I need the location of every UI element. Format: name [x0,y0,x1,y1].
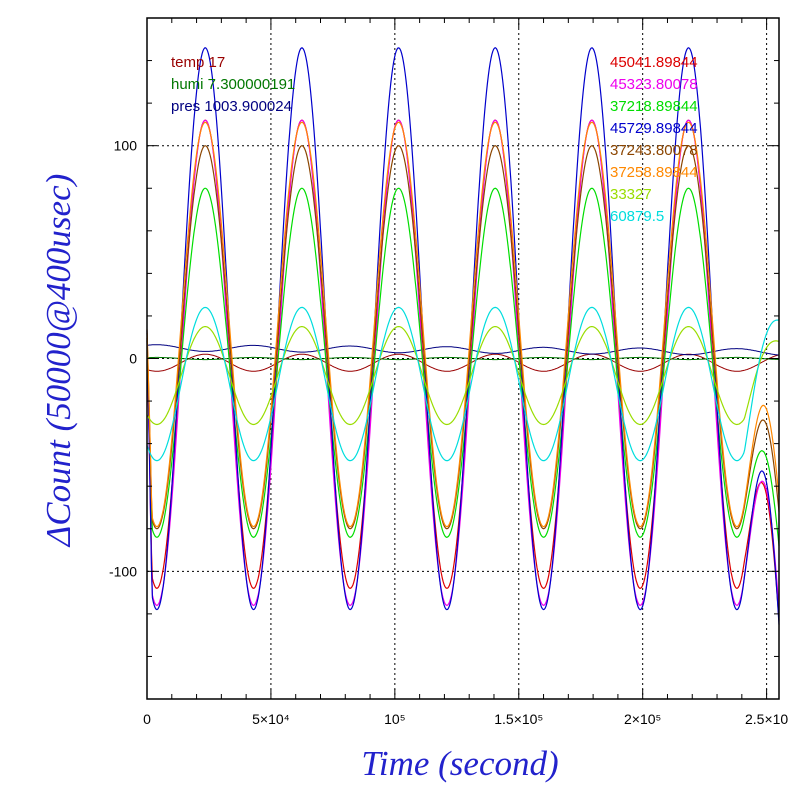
series-line-pres [146,344,780,356]
legend-layer: temp 17 humi 7.300000191 pres 1003.900024 4… [171,54,698,225]
x-tick-label: 2×10⁵ [624,711,661,727]
legend-series-1: 45041.89844 [610,54,698,71]
series-line-7 [146,326,780,426]
series-line-8 [146,306,780,462]
legend-series-3: 37218.89844 [610,98,698,115]
tick-layer: 0 5×10⁴ 10⁵ 1.5×10⁵ 2×10⁵ 2.5×10 100 0 -100 [109,17,788,727]
legend-series-7: 33327 [610,186,652,203]
legend-series-5: 37243.80078 [610,142,698,159]
x-tick-label: 2.5×10 [745,711,788,727]
x-axis-title: Time (second) [361,744,558,783]
legend-series-6: 37258.89844 [610,164,698,181]
series-line-3 [146,187,780,546]
y-tick-label: -100 [109,563,137,579]
x-tick-label: 10⁵ [384,711,405,727]
x-tick-label: 0 [143,711,151,727]
legend-env-1: temp 17 [171,54,225,71]
series-layer [146,47,780,625]
legend-env-3: pres 1003.900024 [171,98,292,115]
y-axis-title: ΔCount (50000@400usec) [39,174,78,549]
series-line-humi [147,356,779,361]
series-line-temp [146,353,780,372]
series-line-6 [146,121,780,528]
series-line-5 [146,145,780,530]
x-tick-label: 1.5×10⁵ [494,711,543,727]
y-tick-label: 0 [129,351,137,367]
legend-env-2: humi 7.300000191 [171,76,295,93]
legend-series-4: 45729.89844 [610,120,698,137]
y-tick-label: 100 [114,138,138,154]
legend-series-2: 45323.80078 [610,76,698,93]
legend-series-8: 60879.5 [610,208,664,225]
series-line-4 [146,47,780,625]
x-tick-label: 5×10⁴ [252,711,290,727]
